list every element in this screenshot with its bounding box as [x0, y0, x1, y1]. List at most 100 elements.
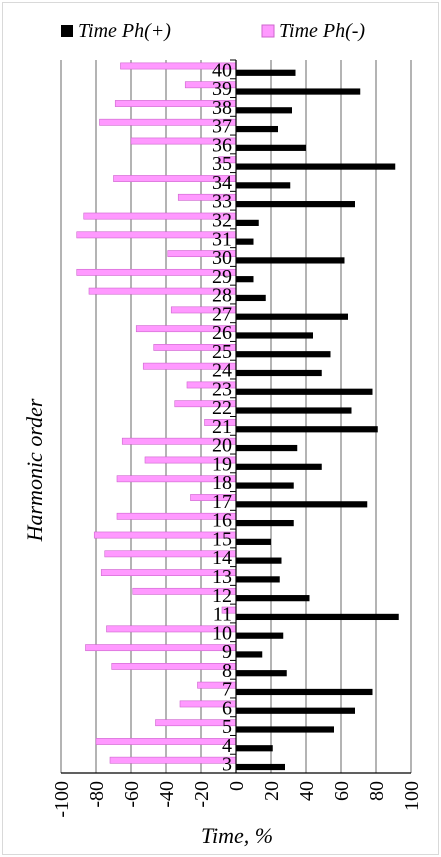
category-label-11: 11 [213, 604, 232, 626]
category-label-13: 13 [212, 566, 232, 588]
legend-swatch-ph-plus [61, 25, 73, 37]
x-tick-label: 60 [331, 781, 353, 801]
bar-ph-plus-24 [236, 370, 322, 376]
x-tick-label: -100 [51, 781, 73, 818]
bar-ph-plus-9 [236, 651, 262, 657]
category-label-8: 8 [222, 660, 232, 682]
bar-ph-plus-10 [236, 633, 283, 639]
x-tick-labels: -100 -80 -60 -40 -20 0 20 40 60 80 100 [51, 781, 423, 818]
x-tick-label: -40 [156, 781, 178, 808]
category-label-16: 16 [212, 510, 232, 532]
bar-ph-plus-5 [236, 726, 334, 732]
bar-ph-plus-26 [236, 332, 313, 338]
legend-swatch-ph-minus [262, 25, 274, 37]
category-label-20: 20 [212, 435, 232, 457]
bar-ph-minus-9 [86, 645, 237, 651]
category-label-36: 36 [212, 134, 232, 156]
bar-ph-plus-17 [236, 501, 367, 507]
category-label-18: 18 [212, 472, 232, 494]
bar-ph-plus-6 [236, 708, 355, 714]
bar-ph-plus-11 [236, 614, 399, 620]
bar-ph-plus-35 [236, 163, 395, 169]
category-label-27: 27 [212, 303, 232, 325]
category-label-38: 38 [212, 97, 232, 119]
category-label-33: 33 [212, 191, 232, 213]
category-label-39: 39 [212, 78, 232, 100]
x-axis-label: Time, % [201, 823, 273, 848]
category-label-31: 31 [212, 228, 232, 250]
bar-ph-plus-4 [236, 745, 273, 751]
x-tick-label: -80 [86, 781, 108, 808]
x-tick-label: 100 [401, 781, 423, 811]
category-label-29: 29 [212, 266, 232, 288]
bar-ph-plus-7 [236, 689, 373, 695]
category-label-15: 15 [212, 528, 232, 550]
category-label-26: 26 [212, 322, 232, 344]
category-label-6: 6 [222, 697, 232, 719]
x-tick-label: 80 [366, 781, 388, 801]
category-label-40: 40 [212, 59, 232, 81]
category-label-10: 10 [212, 622, 232, 644]
bar-ph-plus-20 [236, 445, 297, 451]
bar-ph-plus-29 [236, 276, 254, 282]
bar-ph-plus-19 [236, 464, 322, 470]
category-label-23: 23 [212, 378, 232, 400]
bar-ph-plus-21 [236, 426, 378, 432]
bar-ph-plus-3 [236, 764, 285, 770]
bar-ph-plus-39 [236, 88, 360, 94]
bar-ph-plus-23 [236, 389, 373, 395]
category-label-5: 5 [222, 716, 232, 738]
y-axis-label: Harmonic order [22, 398, 47, 542]
bar-ph-plus-12 [236, 595, 310, 601]
bar-ph-plus-31 [236, 239, 254, 245]
category-label-37: 37 [212, 116, 232, 138]
category-label-34: 34 [212, 172, 232, 194]
bar-ph-plus-16 [236, 520, 294, 526]
category-label-30: 30 [212, 247, 232, 269]
bars [77, 63, 399, 770]
category-label-19: 19 [212, 453, 232, 475]
category-label-7: 7 [222, 679, 232, 701]
bar-ph-plus-28 [236, 295, 266, 301]
bar-ph-minus-3 [110, 757, 236, 763]
bar-ph-plus-30 [236, 257, 345, 263]
category-label-9: 9 [222, 641, 232, 663]
bar-ph-plus-38 [236, 107, 292, 113]
bar-ph-plus-15 [236, 539, 271, 545]
category-label-17: 17 [212, 491, 232, 513]
category-label-12: 12 [212, 585, 232, 607]
legend-label-ph-plus: Time Ph(+) [78, 20, 171, 42]
bar-ph-minus-8 [112, 663, 236, 669]
bar-ph-plus-25 [236, 351, 331, 357]
bar-ph-plus-33 [236, 201, 355, 207]
x-tick-label: 0 [226, 781, 248, 791]
category-label-32: 32 [212, 209, 232, 231]
x-tick-label: 20 [261, 781, 283, 801]
x-tick-label: -20 [191, 781, 213, 808]
legend: Time Ph(+) Time Ph(-) [61, 20, 365, 42]
category-label-24: 24 [212, 360, 232, 382]
bar-ph-plus-22 [236, 407, 352, 413]
bar-ph-plus-14 [236, 558, 282, 564]
category-label-3: 3 [222, 754, 232, 776]
legend-label-ph-minus: Time Ph(-) [279, 20, 365, 42]
bar-ph-plus-36 [236, 145, 306, 151]
category-label-4: 4 [222, 735, 232, 757]
category-label-22: 22 [212, 397, 232, 419]
x-tick-label: -60 [121, 781, 143, 808]
category-label-25: 25 [212, 341, 232, 363]
category-label-21: 21 [212, 416, 232, 438]
category-label-35: 35 [212, 153, 232, 175]
bar-ph-plus-40 [236, 70, 296, 76]
bar-ph-plus-18 [236, 482, 294, 488]
bar-ph-plus-27 [236, 314, 348, 320]
bar-ph-plus-13 [236, 576, 280, 582]
category-label-28: 28 [212, 285, 232, 307]
bar-ph-plus-34 [236, 182, 290, 188]
bar-ph-minus-4 [96, 738, 236, 744]
bar-ph-plus-32 [236, 220, 259, 226]
x-tick-label: 40 [296, 781, 318, 801]
category-label-14: 14 [212, 547, 232, 569]
bar-ph-plus-8 [236, 670, 287, 676]
